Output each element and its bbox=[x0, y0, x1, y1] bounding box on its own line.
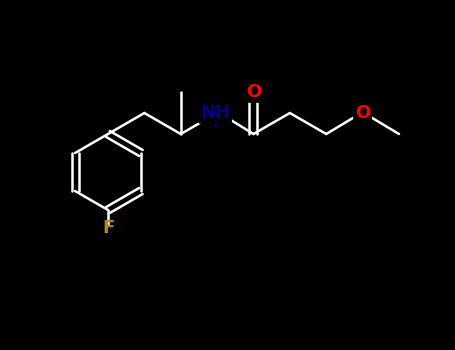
Text: F: F bbox=[102, 219, 114, 237]
Text: O: O bbox=[355, 104, 370, 122]
Text: NH: NH bbox=[200, 104, 230, 122]
Text: O: O bbox=[246, 83, 261, 101]
